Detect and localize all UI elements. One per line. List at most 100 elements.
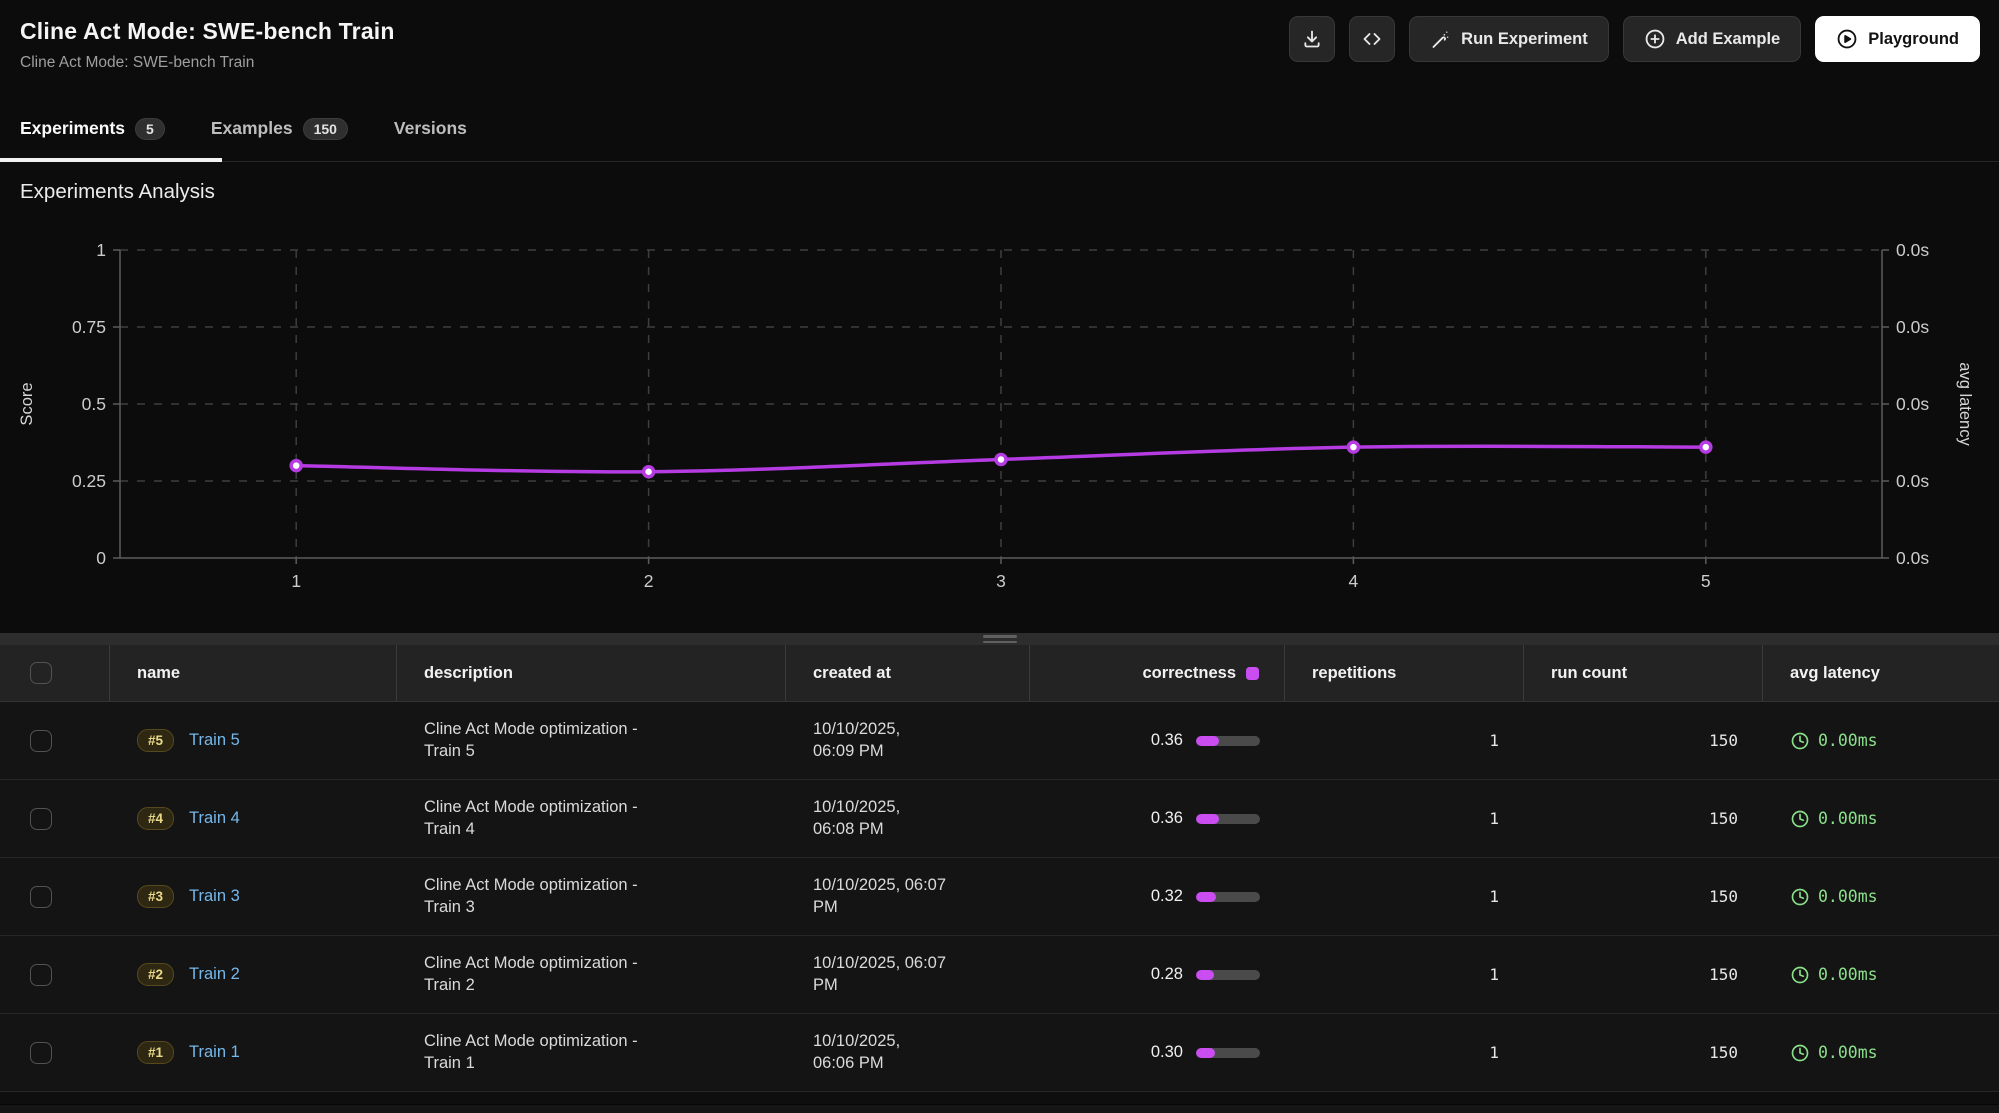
description-text: Cline Act Mode optimization - Train 5 xyxy=(424,719,638,763)
row-checkbox[interactable] xyxy=(30,1042,52,1064)
column-header-name[interactable]: name xyxy=(110,645,397,701)
column-header-correctness[interactable]: correctness xyxy=(1030,645,1285,701)
experiment-link[interactable]: Train 4 xyxy=(189,809,240,828)
data-point[interactable] xyxy=(1348,442,1358,452)
code-button[interactable] xyxy=(1349,16,1395,62)
experiment-link[interactable]: Train 3 xyxy=(189,887,240,906)
playground-label: Playground xyxy=(1868,30,1959,49)
name-cell: #2Train 2 xyxy=(110,936,397,1013)
run-count-cell: 150 xyxy=(1524,936,1763,1013)
run-experiment-label: Run Experiment xyxy=(1461,30,1588,49)
add-example-label: Add Example xyxy=(1676,30,1781,49)
correctness-cell: 0.36 xyxy=(1030,780,1285,857)
experiment-row[interactable]: #4 Train 4 Cline Act Mode optimization - T… xyxy=(0,780,1999,858)
row-checkbox[interactable] xyxy=(30,730,52,752)
add-example-button[interactable]: Add Example xyxy=(1623,16,1802,62)
horizontal-scrollbar-track[interactable] xyxy=(0,1104,1999,1113)
tab-examples[interactable]: Examples 150 xyxy=(211,118,348,140)
column-header-description[interactable]: description xyxy=(397,645,786,701)
column-header-created-at[interactable]: created at xyxy=(786,645,1030,701)
run-count-cell: 150 xyxy=(1524,702,1763,779)
correctness-value: 0.36 xyxy=(1151,809,1183,828)
column-header-avg-latency[interactable]: avg latency xyxy=(1763,645,1999,701)
avg-latency-cell: 0.00ms xyxy=(1763,1014,1999,1091)
avg-latency-cell: 0.00ms xyxy=(1763,702,1999,779)
correctness-value: 0.28 xyxy=(1151,965,1183,984)
data-point[interactable] xyxy=(1701,442,1711,452)
svg-text:0.0s: 0.0s xyxy=(1896,471,1929,491)
name-cell: #4 Train 4 xyxy=(110,780,397,857)
experiment-link[interactable]: Train 1 xyxy=(189,1043,240,1062)
run-count-value: 150 xyxy=(1709,887,1738,906)
download-button[interactable] xyxy=(1289,16,1335,62)
correctness-value: 0.36 xyxy=(1151,731,1183,750)
column-header-run-count[interactable]: run count xyxy=(1524,645,1763,701)
name-cell: #5Train 5 xyxy=(110,702,397,779)
row-select-cell xyxy=(0,936,110,1013)
column-header-repetitions[interactable]: repetitions xyxy=(1285,645,1524,701)
description-cell: Cline Act Mode optimization - Train 3 xyxy=(397,858,786,935)
correctness-bar xyxy=(1196,736,1260,746)
data-point[interactable] xyxy=(996,454,1006,464)
avg-latency-cell: 0.00ms xyxy=(1763,780,1999,857)
description-text: Cline Act Mode optimization - Train 4 xyxy=(424,797,638,841)
repetitions-cell: 1 xyxy=(1285,780,1524,857)
select-all-cell xyxy=(0,645,110,701)
run-count-cell: 150 xyxy=(1524,1014,1763,1091)
svg-text:1: 1 xyxy=(96,240,106,260)
clock-icon xyxy=(1790,1043,1810,1063)
experiment-link[interactable]: Train 2 xyxy=(189,965,240,984)
svg-text:0.25: 0.25 xyxy=(72,471,106,491)
experiment-row[interactable]: #3 Train 3 Cline Act Mode optimization - T… xyxy=(0,858,1999,936)
experiment-number-badge: #4 xyxy=(137,807,174,831)
correctness-series-swatch xyxy=(1246,667,1259,680)
svg-text:4: 4 xyxy=(1349,571,1359,591)
experiment-number-badge: #3 xyxy=(137,885,174,909)
panel-resize-handle[interactable] xyxy=(0,633,1999,645)
correctness-value: 0.30 xyxy=(1151,1043,1183,1062)
avg-latency-value: 0.00ms xyxy=(1818,965,1878,984)
experiments-analysis-section: 00.250.50.7510.0s0.0s0.0s0.0s0.0s12345Sc… xyxy=(0,162,1999,633)
page-header: Cline Act Mode: SWE-bench Train Cline Ac… xyxy=(0,0,1999,96)
tab-examples-count: 150 xyxy=(303,118,348,140)
experiment-link[interactable]: Train 5 xyxy=(189,731,240,750)
row-checkbox[interactable] xyxy=(30,808,52,830)
row-select-cell xyxy=(0,702,110,779)
run-experiment-button[interactable]: Run Experiment xyxy=(1409,16,1609,62)
select-all-checkbox[interactable] xyxy=(30,662,52,684)
playground-button[interactable]: Playground xyxy=(1815,16,1980,62)
correctness-bar xyxy=(1196,1048,1260,1058)
data-point[interactable] xyxy=(291,461,301,471)
repetitions-cell: 1 xyxy=(1285,858,1524,935)
run-count-value: 150 xyxy=(1709,965,1738,984)
created-at-cell: 10/10/2025, 06:08 PM xyxy=(786,780,1030,857)
download-icon xyxy=(1302,29,1322,49)
experiment-row[interactable]: #2Train 2Cline Act Mode optimization - T… xyxy=(0,936,1999,1014)
description-cell: Cline Act Mode optimization - Train 2 xyxy=(397,936,786,1013)
description-cell: Cline Act Mode optimization - Train 4 xyxy=(397,780,786,857)
correctness-cell: 0.30 xyxy=(1030,1014,1285,1091)
created-at-cell: 10/10/2025, 06:07 PM xyxy=(786,936,1030,1013)
description-cell: Cline Act Mode optimization - Train 1 xyxy=(397,1014,786,1091)
svg-text:0.75: 0.75 xyxy=(72,317,106,337)
tab-versions[interactable]: Versions xyxy=(394,118,467,139)
avg-latency-value: 0.00ms xyxy=(1818,887,1878,906)
experiments-table-body: #5Train 5 Cline Act Mode optimization - T… xyxy=(0,702,1999,1092)
experiments-table-header: name description created at correctness … xyxy=(0,645,1999,702)
experiment-row[interactable]: #5Train 5 Cline Act Mode optimization - T… xyxy=(0,702,1999,780)
avg-latency-value: 0.00ms xyxy=(1818,809,1878,828)
row-select-cell xyxy=(0,858,110,935)
wand-icon xyxy=(1430,29,1451,50)
clock-icon xyxy=(1790,887,1810,907)
row-checkbox[interactable] xyxy=(30,964,52,986)
tab-versions-label: Versions xyxy=(394,118,467,139)
tab-experiments[interactable]: Experiments 5 xyxy=(20,118,165,140)
plus-circle-icon xyxy=(1644,28,1666,50)
data-point[interactable] xyxy=(644,467,654,477)
experiment-number-badge: #1 xyxy=(137,1041,174,1065)
svg-text:Score: Score xyxy=(18,382,36,425)
svg-text:0.0s: 0.0s xyxy=(1896,240,1929,260)
row-checkbox[interactable] xyxy=(30,886,52,908)
experiment-row[interactable]: #1 Train 1 Cline Act Mode optimization - T… xyxy=(0,1014,1999,1092)
svg-text:0.0s: 0.0s xyxy=(1896,317,1929,337)
